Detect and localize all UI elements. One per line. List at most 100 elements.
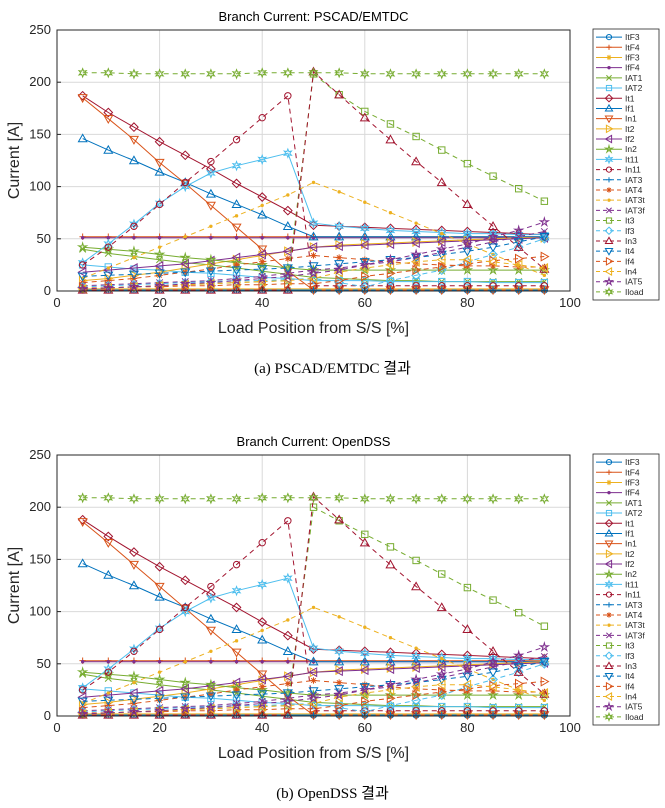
data-point [333,666,343,677]
data-point [387,286,394,294]
y-axis-label: Current [A] [6,547,23,624]
data-point [282,147,293,159]
legend-label: IAT3 [625,600,643,610]
data-point [207,582,215,591]
data-point [359,112,370,122]
data-point [259,683,266,690]
data-point [412,556,420,565]
data-point [539,658,550,667]
data-point [385,224,396,237]
data-point [103,271,114,281]
data-point [385,493,396,505]
data-point [257,192,268,202]
data-point [488,651,498,662]
legend-label: IfF4 [625,488,640,498]
data-point [156,272,163,279]
x-axis-label: Load Position from S/S [%] [218,745,409,762]
data-point [541,286,548,294]
data-point [179,702,192,714]
data-point [282,205,293,216]
data-point [103,663,114,675]
data-point [359,647,370,659]
data-point [384,253,397,265]
data-point [411,224,422,235]
data-point [180,693,191,703]
legend-marker [605,33,613,41]
legend-label: ItF4 [625,467,640,477]
caption-pscad: (a) PSCAD/EMTDC 결과 [254,361,411,377]
data-point [258,279,268,290]
data-point [257,709,268,719]
data-point [515,711,522,719]
data-point [334,685,345,695]
data-point [363,200,367,204]
data-point [359,665,369,676]
data-point [154,561,165,572]
data-point [436,254,446,265]
data-point [128,670,140,682]
data-point [359,231,370,241]
series-line-It11 [82,152,545,264]
data-point [256,276,266,287]
data-point [539,262,549,274]
legend-marker [604,93,614,103]
data-point [462,679,472,690]
data-point [180,180,191,193]
data-point [234,236,239,240]
data-point [410,248,422,260]
data-point [334,220,345,232]
data-point [359,222,370,234]
legend-label: ItF3 [625,457,640,467]
data-point [463,258,473,269]
legend-label: IAT3 [625,175,643,185]
data-point [257,284,268,294]
data-point [515,703,523,712]
data-point [487,668,499,678]
legend-label: IAT1 [625,498,643,508]
data-point [463,668,471,676]
data-point [256,674,266,685]
series-It11 [77,572,550,694]
data-point [308,667,318,678]
data-point [540,197,549,205]
data-point [180,150,191,161]
data-point [153,673,166,685]
data-point [311,180,316,185]
data-point [411,68,421,80]
data-point [157,660,162,664]
legend-marker [605,549,614,559]
data-point [258,113,266,122]
data-point [308,217,319,229]
data-point [205,201,216,211]
data-point [77,67,88,79]
legend-marker [606,54,612,61]
data-point [78,261,87,269]
legend-marker [604,579,614,590]
data-point [234,660,239,664]
data-point [284,255,292,262]
legend-label: IAT3t [625,620,645,630]
data-point [104,243,113,251]
data-point [155,200,164,209]
data-point [308,67,319,79]
data-point [308,698,318,709]
x-tick-label: 40 [255,720,269,735]
data-point [435,243,448,255]
data-point [180,683,189,694]
data-point [359,68,370,80]
data-point [385,656,396,666]
data-point [359,646,370,657]
legend-label: It3 [625,216,635,226]
legend-label: IfF3 [625,477,640,487]
data-point [130,647,138,655]
data-point [80,660,85,664]
data-point [462,650,473,661]
legend-marker [604,154,614,165]
data-point [76,241,89,253]
data-point [385,231,396,241]
data-point [284,517,292,525]
legend-label: In3 [625,236,637,246]
data-point [132,660,136,664]
legend-marker [605,458,613,466]
data-point [232,135,241,144]
